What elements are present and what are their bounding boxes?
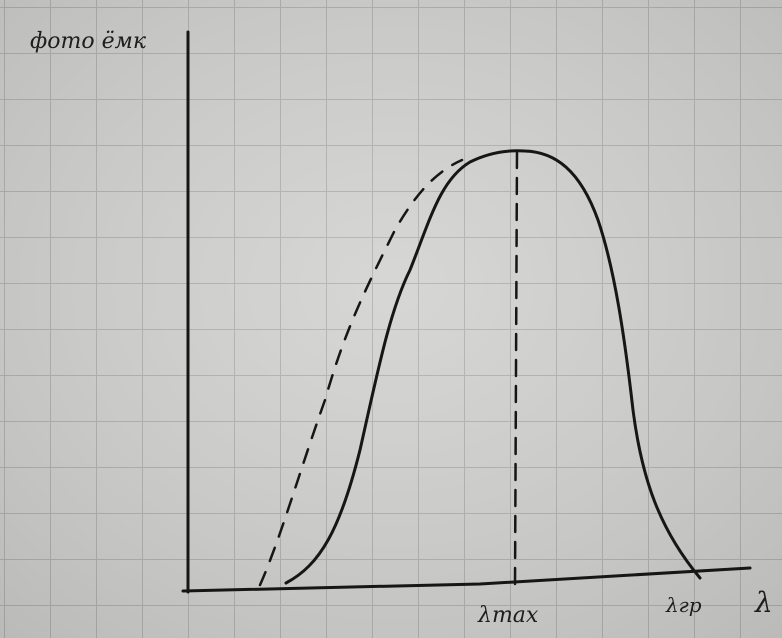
y-axis-label: фото ёмк (30, 29, 147, 54)
x-axis-label: λ (754, 586, 773, 619)
sketch: фото ёмк λmax λгр λ (0, 0, 782, 638)
page: фото ёмк λmax λгр λ (() => { const data … (0, 0, 782, 638)
peak-label: λmax (477, 603, 539, 628)
cutoff-label: λгр (665, 593, 702, 617)
